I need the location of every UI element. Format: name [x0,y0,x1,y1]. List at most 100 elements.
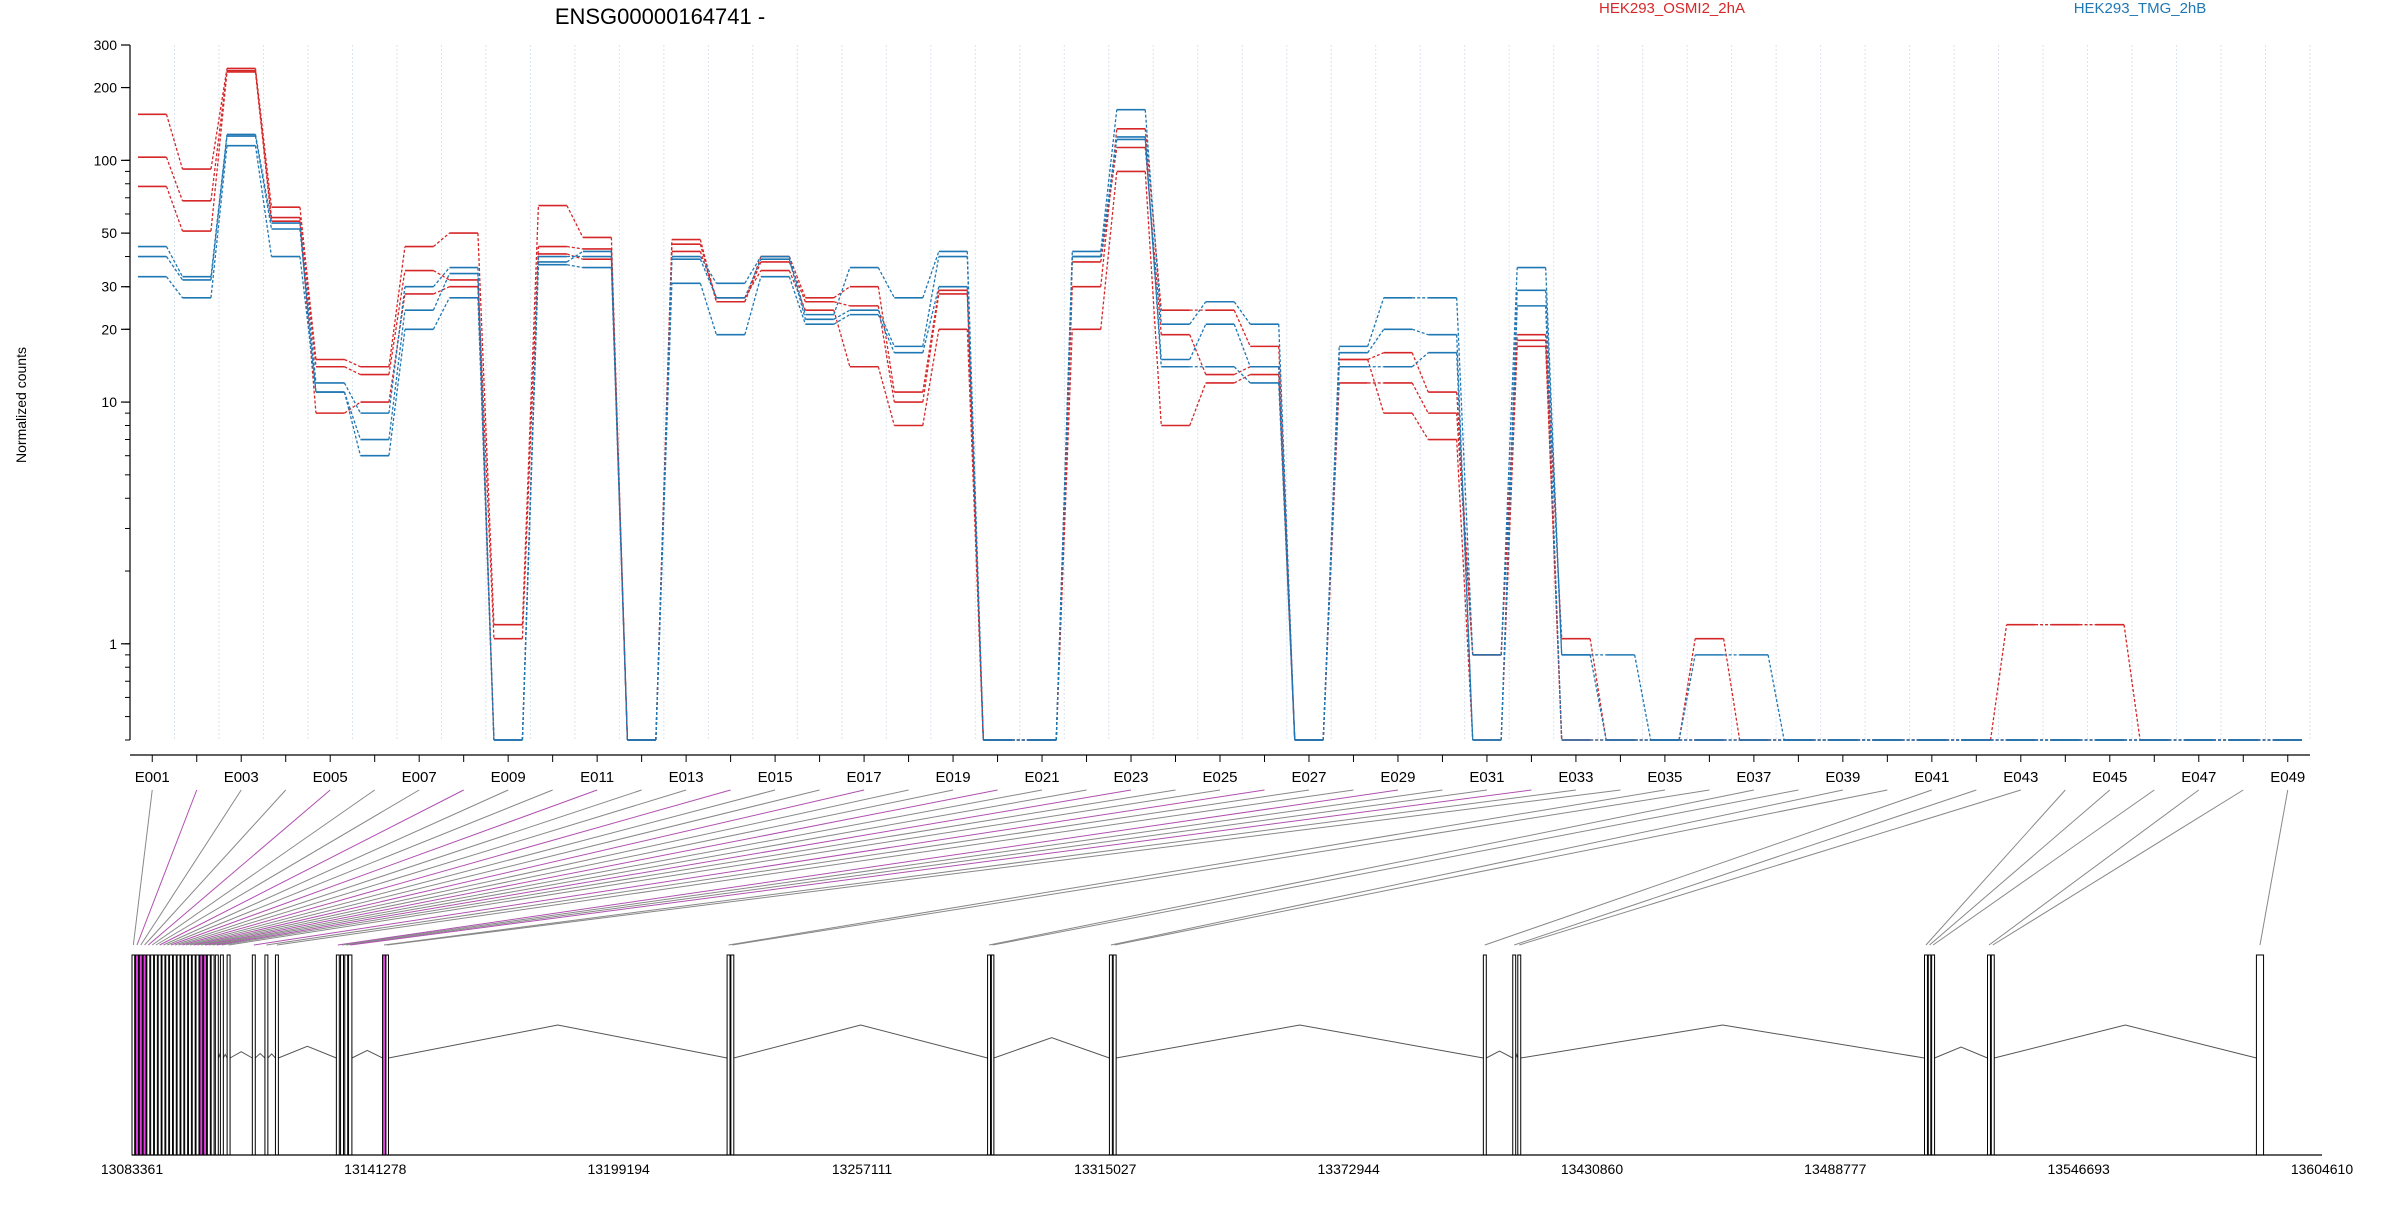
genomic-tick-label: 13604610 [2291,1161,2354,1177]
exon-connector [197,789,909,946]
genomic-tick-label: 13257111 [832,1161,892,1177]
gene-model-exon [161,954,166,1156]
gene-model-exon [195,954,200,1156]
gene-model-exon [210,954,215,1156]
series-lines [138,67,2302,741]
exon-connector [186,789,776,946]
series-connector [1411,352,1429,393]
gene-model-exon [385,954,389,1156]
gene-model-exon [730,954,735,1156]
series-connector [299,256,317,393]
genomic-tick-label: 13315027 [1074,1161,1137,1177]
genomic-tick-label: 13430860 [1561,1161,1624,1177]
y-tick-label: 30 [101,279,117,295]
series-connector [1456,334,1474,741]
intron-chevron [993,1037,1110,1059]
series-connector [966,286,984,741]
series-connector [343,391,362,440]
exon-connector [151,789,375,946]
series-connector [210,71,228,232]
x-tick-label: E001 [135,769,170,786]
series-connector [744,270,762,299]
gene-model-exon [226,954,231,1156]
genomic-tick-label: 13372944 [1318,1161,1381,1177]
x-tick-label: E031 [1469,769,1504,786]
series-connector [1233,309,1251,347]
series-connector [388,310,406,440]
gene-model-exon [191,954,196,1156]
series-connector [343,382,362,414]
exon-connector [732,789,1710,946]
legend-entry-tmg: HEK293_TMG_2hB [2074,0,2207,17]
x-tick-label: E023 [1113,769,1148,786]
series-connector [1278,324,1296,741]
series-connector [254,135,273,230]
series-connector [699,251,717,299]
genomic-tick-label: 13546693 [2048,1161,2111,1177]
series-connector [343,391,362,456]
exon-connector [178,789,687,946]
series-connector [1233,301,1251,325]
series-connector [610,267,629,741]
gene-model-exon [1927,954,1932,1156]
series-connector [210,136,228,281]
series-connector [1233,366,1251,384]
gene-model-exon [274,954,279,1156]
series-connector [1411,382,1429,414]
x-tick-label: E049 [2270,769,2305,786]
series-connector [1678,654,1696,741]
intron-chevron [254,1052,266,1059]
series-connector [433,286,450,295]
gene-model-exon [344,954,349,1156]
series-connector [165,157,184,202]
exon-connector [1484,789,1933,946]
exon-connector [728,789,1665,946]
gene-model-exon [2255,954,2265,1156]
gene-model-exon [1108,954,1113,1156]
series-connector [833,309,851,320]
exon-connector [346,789,1488,946]
x-tick-label: E047 [2181,769,2216,786]
x-tick-label: E041 [1914,769,1949,786]
series-connector [1144,136,1162,367]
series-connector [788,276,806,325]
exon-connector [193,789,865,946]
series-connector [922,329,940,426]
exon-connector [2259,789,2289,946]
series-connector [922,251,940,299]
series-connector [833,301,851,307]
series-connector [521,246,540,639]
gene-model-exon [146,954,151,1156]
gene-model-exon [142,954,147,1156]
series-connector [1322,366,1340,741]
exon-connector [988,789,1754,946]
series-connector [1100,128,1118,287]
gene-model-exon [1517,954,1522,1156]
series-connector [1411,328,1429,336]
series-connector [1189,323,1207,360]
series-connector [1634,654,1652,741]
series-connector [1100,171,1118,330]
series-connector [521,264,540,741]
exon-gridlines [129,45,2311,740]
series-connector [833,286,851,299]
gene-model-exon [1482,954,1487,1156]
series-connector [788,256,806,315]
gene-model-exon [251,954,256,1156]
series-connector [566,245,584,250]
exon-connector [1114,789,1888,946]
x-tick-label: E013 [669,769,704,786]
series-connector [1989,624,2008,741]
intron-chevron [733,1024,988,1059]
y-tick-label: 100 [94,152,118,168]
series-connector [566,253,584,260]
gene-model-exon [165,954,170,1156]
series-connector [254,68,273,208]
series-connector [344,401,361,414]
series-connector [566,250,584,263]
series-connector [1545,290,1563,655]
gene-model-exon [169,954,173,1156]
exon-connector [201,789,954,946]
